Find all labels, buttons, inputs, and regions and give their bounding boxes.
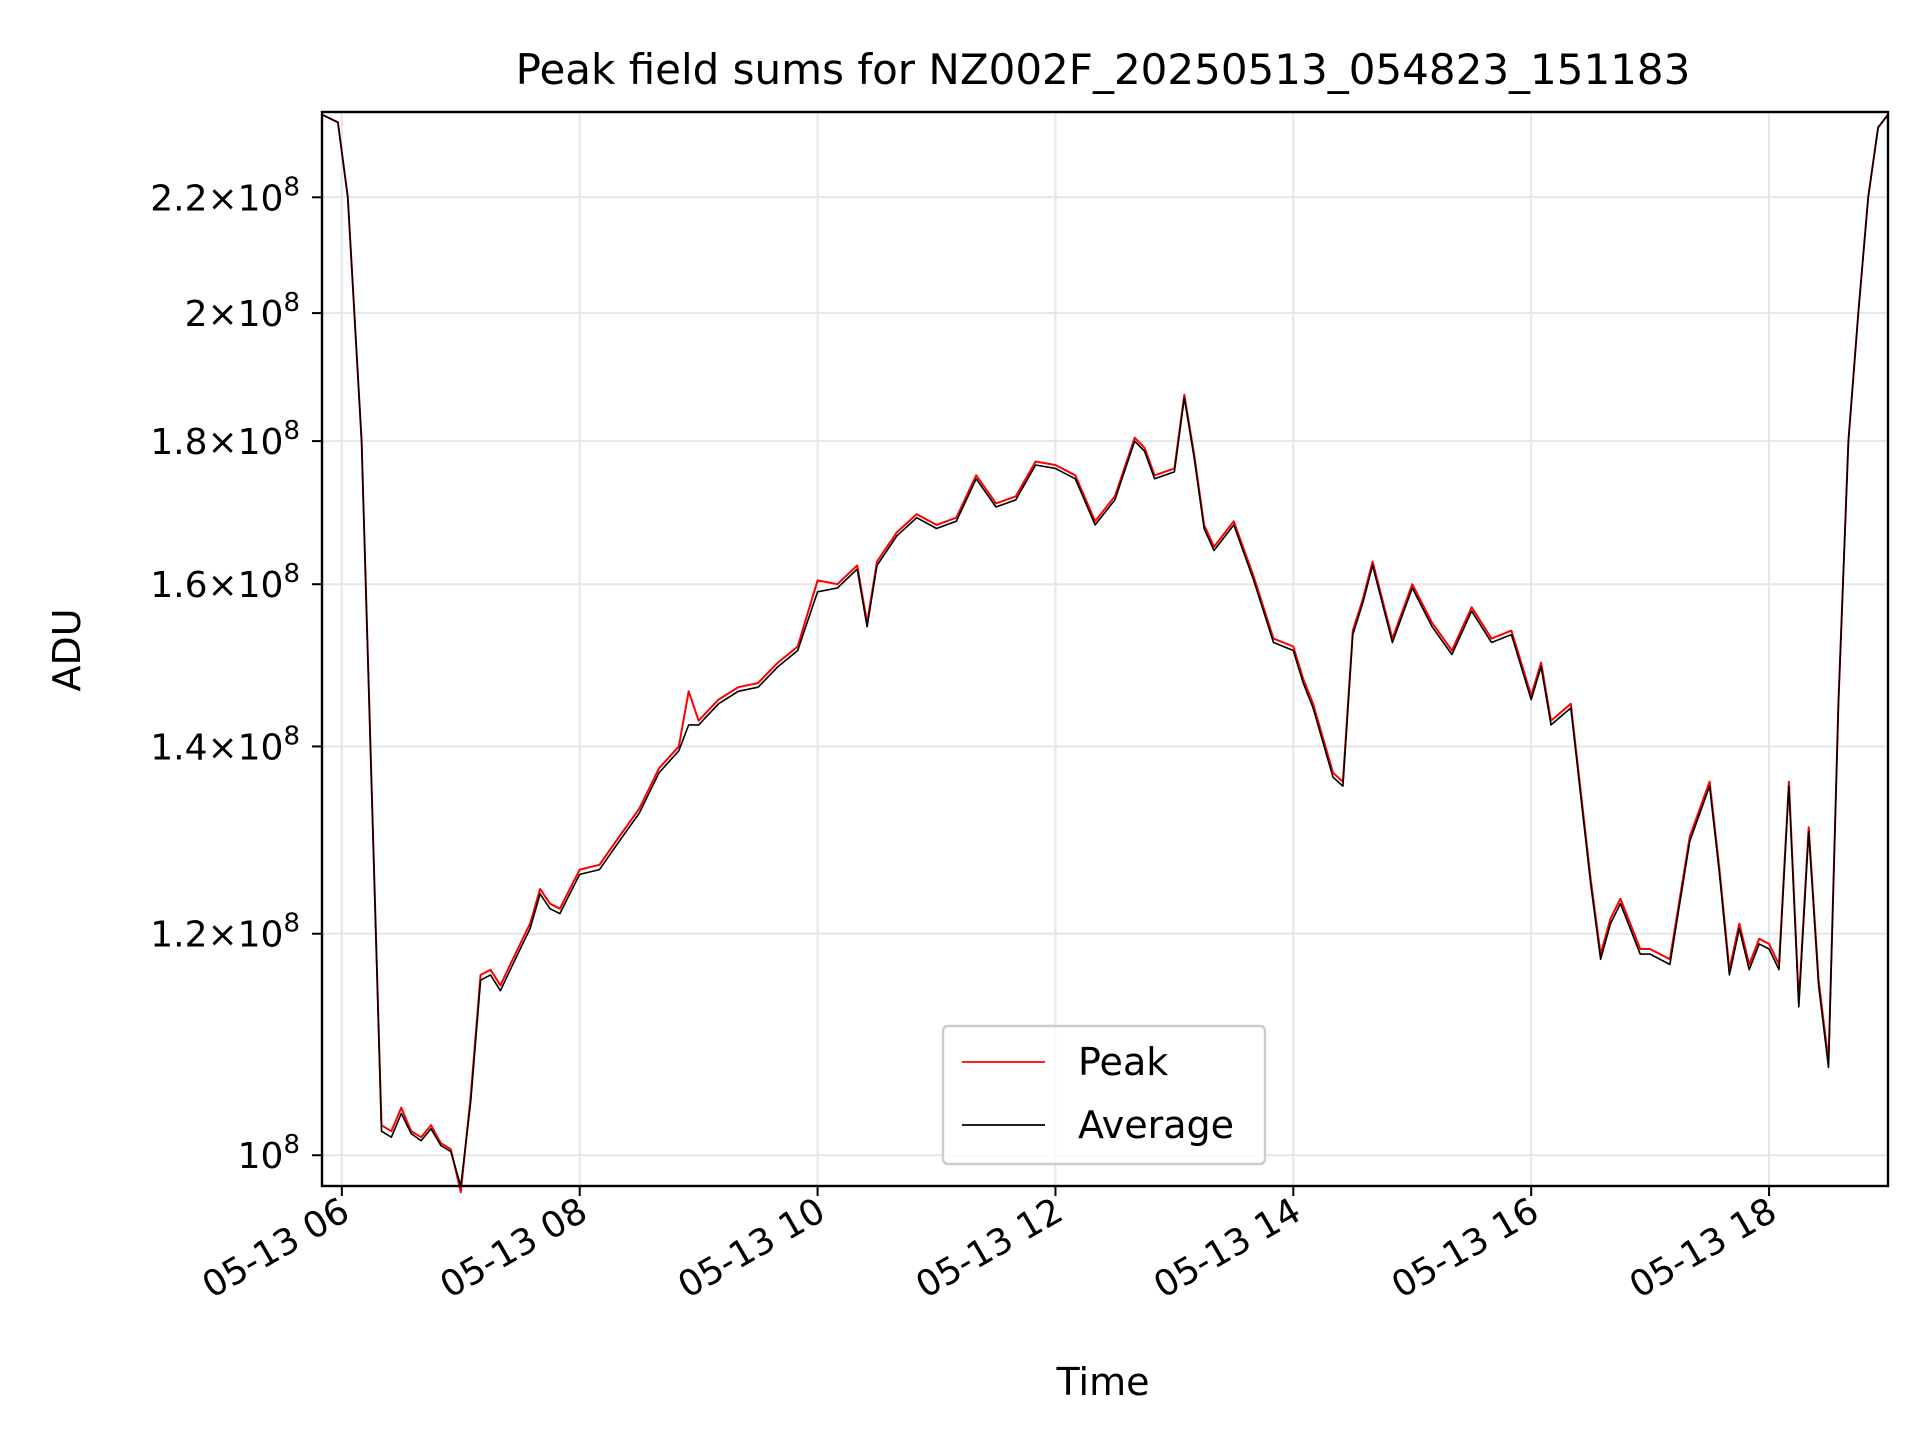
series-line-peak (321, 113, 1889, 1194)
series-layer (321, 113, 1889, 1194)
y-tick-label: 1.2×108 (150, 909, 300, 956)
plot-area-frame (320, 110, 1890, 1188)
y-tick-label: 1.4×108 (150, 721, 300, 768)
series-line-average (321, 113, 1889, 1187)
y-tick-label: 1.8×108 (150, 416, 300, 463)
chart-title: Peak field sums for NZ002F_20250513_0548… (516, 45, 1691, 94)
legend-label-average: Average (1078, 1103, 1234, 1147)
legend: Peak Average (941, 1024, 1267, 1166)
legend-box (941, 1024, 1267, 1166)
y-axis-label: ADU (45, 608, 89, 691)
y-tick-label: 1.6×108 (150, 559, 300, 606)
legend-label-peak: Peak (1078, 1040, 1168, 1084)
y-tick-label: 2.2×108 (150, 172, 300, 219)
x-axis-label: Time (1056, 1360, 1150, 1404)
y-tick-label: 2×108 (185, 288, 300, 335)
y-axis-ticks: 1081.2×1081.4×1081.6×1081.8×1082×1082.2×… (150, 172, 322, 1177)
grid-lines (322, 112, 1888, 1186)
